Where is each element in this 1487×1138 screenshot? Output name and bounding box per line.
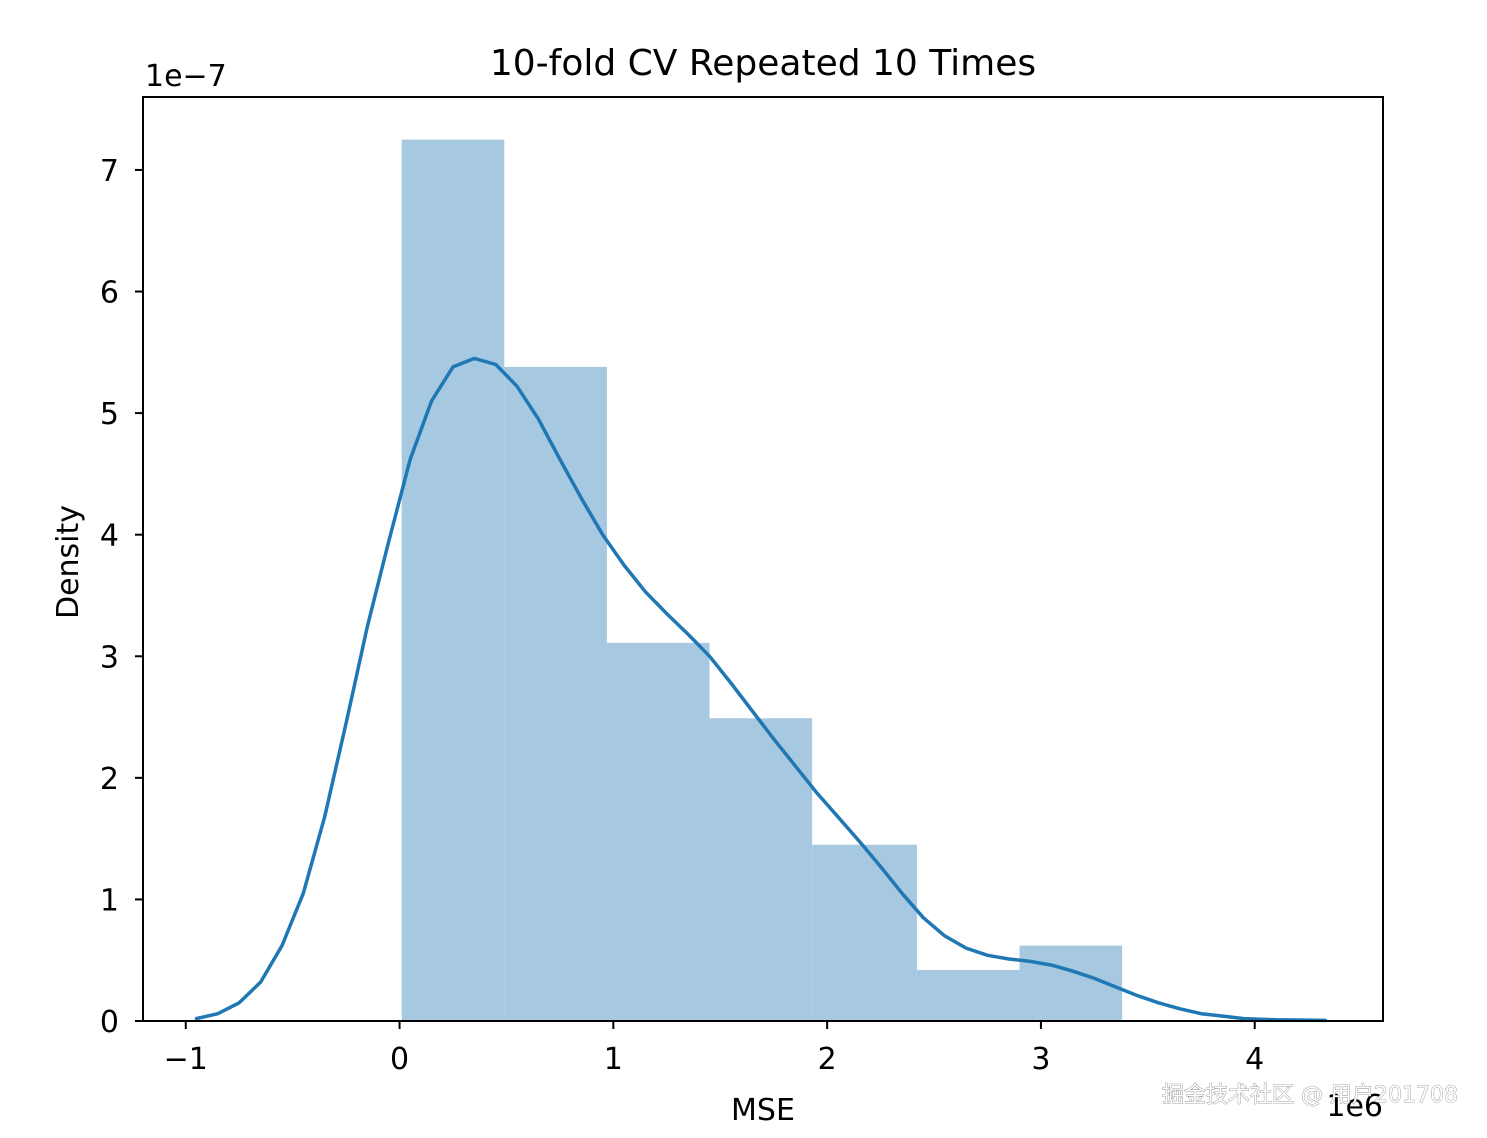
kde-curve-group <box>194 356 1328 1023</box>
histogram-bar-4 <box>709 718 813 1021</box>
x-axis-ticks: −1 0 1 2 3 4 <box>164 1021 1264 1077</box>
histogram-bar-3 <box>606 642 710 1021</box>
y-tick-label-5: 5 <box>100 397 119 432</box>
y-tick-label-6: 6 <box>100 276 119 311</box>
x-tick-label-5: 4 <box>1245 1042 1264 1077</box>
y-axis-ticks: 0 1 2 3 4 5 6 7 <box>100 154 143 1040</box>
plot-frame <box>142 96 1384 1022</box>
y-tick-label-0: 0 <box>100 1005 119 1040</box>
x-tick-label-4: 3 <box>1031 1042 1050 1077</box>
y-tick-label-4: 4 <box>100 519 119 554</box>
histogram-bar-6 <box>916 969 1020 1021</box>
histogram-bar-2 <box>504 366 607 1021</box>
watermark-text: 掘金技术社区 @ 用户201708 <box>1162 1083 1458 1108</box>
histogram-bar-1 <box>401 139 505 1022</box>
histogram-bar-5 <box>812 844 917 1021</box>
y-offset-label: 1e−7 <box>145 59 227 94</box>
y-tick-label-3: 3 <box>100 640 119 675</box>
y-axis-label: Density <box>51 505 86 619</box>
x-offset-label: 1e6 <box>1326 1089 1383 1124</box>
kde-line <box>194 356 1328 1023</box>
y-tick-label-1: 1 <box>100 883 119 918</box>
y-tick-label-2: 2 <box>100 762 119 797</box>
histogram-bars <box>401 139 1123 1022</box>
y-tick-label-7: 7 <box>100 154 119 189</box>
x-axis-label: MSE <box>731 1093 795 1128</box>
x-tick-label-3: 2 <box>818 1042 837 1077</box>
x-tick-label-0: −1 <box>164 1042 208 1077</box>
x-tick-label-1: 0 <box>390 1042 409 1077</box>
x-tick-label-2: 1 <box>604 1042 623 1077</box>
chart-title: 10-fold CV Repeated 10 Times <box>490 43 1036 84</box>
